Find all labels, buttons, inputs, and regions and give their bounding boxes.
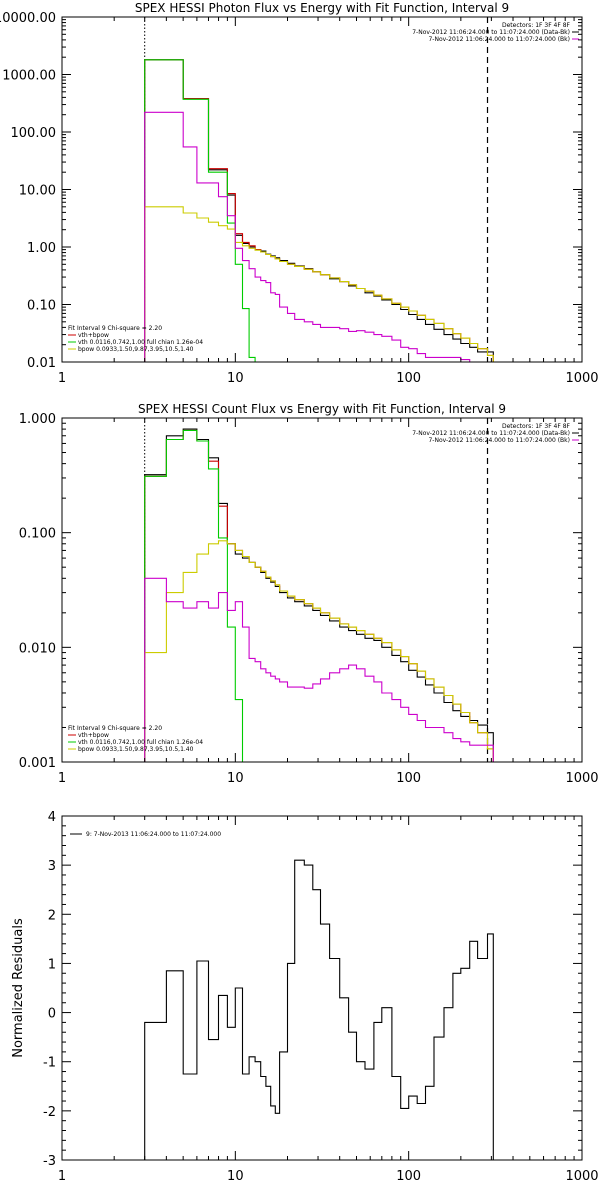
series-bpow (144, 540, 494, 762)
y-tick-label: 0 (48, 1007, 56, 1022)
y-tick-label: 1.000 (19, 412, 56, 427)
y-tick-label: 4 (48, 810, 56, 825)
panel-3: 1 10 100 1000 -3 -2 -1 0 1 2 3 4 Normalized Residual… (11, 810, 599, 1184)
y-tick-label: -1 (43, 1056, 56, 1071)
plot-frame (61, 16, 583, 363)
x-tick-label: 10 (227, 771, 244, 786)
x-tick-label: 1000 (565, 371, 598, 386)
x-tick-label: 1 (58, 1169, 66, 1184)
series-bk (144, 111, 494, 362)
y-tick-label: 0.100 (19, 527, 56, 542)
x-tick-label: 10 (227, 371, 244, 386)
y-tick-label: 0.01 (27, 356, 56, 371)
y-tick-label: 10000.00 (0, 11, 56, 26)
legend-entry: 7-Nov-2012 11:06:24.000 to 11:07:24.000 … (428, 36, 570, 43)
legend-entry: Fit Interval 9 Chi-square = 2.20 (68, 325, 162, 332)
plot-frame (61, 417, 583, 763)
y-tick-label: 3 (48, 859, 56, 874)
y-tick-label: 10.00 (19, 184, 56, 199)
series-vth-bpow (144, 429, 494, 762)
x-tick-label: 1 (58, 771, 66, 786)
legend-entry: 9: 7-Nov-2013 11:06:24.000 to 11:07:24.0… (86, 831, 221, 838)
legend-entry: vth 0.0116,0.742,1.00 full chian 1.26e-0… (78, 339, 203, 346)
x-tick-label: 100 (396, 371, 421, 386)
x-tick-label: 1000 (565, 1169, 598, 1184)
x-tick-label: 1000 (565, 771, 598, 786)
series-data-bk (144, 428, 494, 762)
x-tick-label: 100 (396, 1169, 421, 1184)
panel-1: SPEX HESSI Photon Flux vs Energy with Fi… (0, 1, 599, 386)
x-tick-label: 10 (227, 1169, 244, 1184)
legend-entry: Fit Interval 9 Chi-square = 2.20 (68, 725, 162, 732)
chart-title: SPEX HESSI Count Flux vs Energy with Fit… (138, 402, 506, 416)
x-tick-label: 100 (396, 771, 421, 786)
legend-entry: 7-Nov-2012 11:06:24.000 to 11:07:24.000 … (412, 430, 570, 437)
y-tick-label: 0.001 (19, 756, 56, 771)
plot-frame (61, 815, 583, 1161)
legend-entry: bpow 0.0933,1.50,9.87,3.95,10.5,1.40 (78, 346, 194, 353)
y-tick-label: 1000.00 (2, 69, 56, 84)
y-tick-label: 1 (48, 957, 56, 972)
legend-entry: vth+bpow (78, 332, 109, 339)
y-tick-label: -2 (43, 1105, 56, 1120)
legend-entry: bpow 0.0933,1.50,9.87,3.95,10.5,1.40 (78, 746, 194, 753)
y-tick-label: 0.010 (19, 641, 56, 656)
series-bk (144, 577, 494, 762)
legend-entry: vth+bpow (78, 732, 109, 739)
legend-entry: vth 0.0116,0.742,1.00 full chian 1.26e-0… (78, 739, 203, 746)
y-axis-label: Normalized Residuals (11, 918, 26, 1058)
y-tick-label: 100.00 (11, 126, 57, 141)
series-vth (144, 59, 256, 362)
series-9-7-nov-2013-11-06-24-000-to-11-07-24-000 (144, 859, 494, 1160)
series-vth (144, 429, 244, 762)
y-tick-label: 0.10 (27, 299, 56, 314)
y-tick-label: 2 (48, 908, 56, 923)
legend-entry: 7-Nov-2012 11:06:24.000 to 11:07:24.000 … (412, 29, 570, 36)
y-tick-label: -3 (43, 1154, 56, 1169)
legend-entry: 7-Nov-2012 11:06:24.000 to 11:07:24.000 … (428, 437, 570, 444)
panel-2: SPEX HESSI Count Flux vs Energy with Fit… (19, 402, 599, 786)
y-tick-label: 1.00 (27, 241, 56, 256)
legend-entry: Detectors: 1F 3F 4F 8F (502, 22, 571, 29)
legend-entry: Detectors: 1F 3F 4F 8F (502, 423, 571, 430)
chart-title: SPEX HESSI Photon Flux vs Energy with Fi… (135, 1, 509, 15)
x-tick-label: 1 (58, 371, 66, 386)
